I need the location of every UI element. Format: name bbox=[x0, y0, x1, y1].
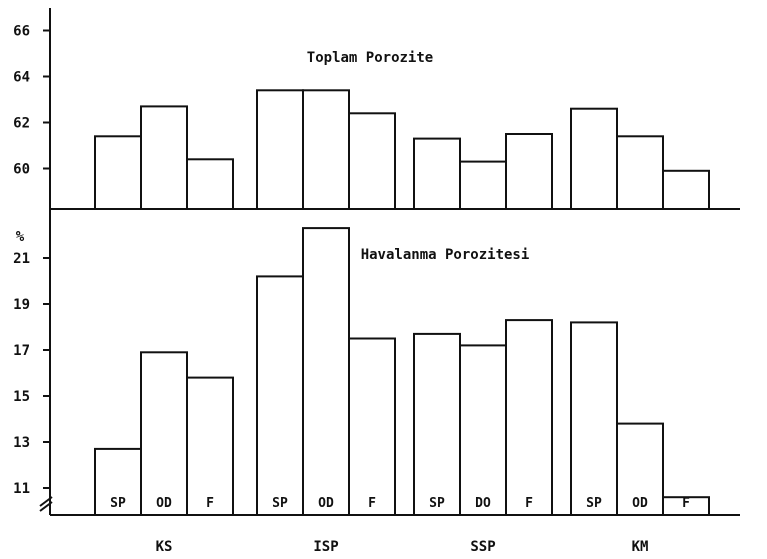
group-label: KS bbox=[156, 539, 173, 555]
top-bar bbox=[662, 169, 710, 211]
top-bar bbox=[348, 112, 396, 210]
top-bar bbox=[256, 89, 304, 210]
bottom-bar bbox=[140, 351, 188, 516]
group-label: SSP bbox=[470, 539, 495, 555]
bottom-bar-label: SP bbox=[429, 496, 445, 511]
group-label: KM bbox=[632, 539, 649, 555]
bottom-panel: 11 13 15 17 19 21 SP OD F SP OD F SP DO F SP OD F bbox=[13, 227, 710, 517]
bottom-bar bbox=[662, 496, 710, 517]
bottom-chart-ylabel: % bbox=[16, 229, 25, 245]
top-bar bbox=[302, 89, 350, 210]
bottom-y-tick-label: 11 bbox=[13, 481, 30, 497]
top-y-tick-label: 60 bbox=[13, 162, 30, 178]
bottom-bar-label: SP bbox=[110, 496, 126, 511]
bottom-bar bbox=[186, 376, 234, 516]
top-bar bbox=[186, 158, 234, 211]
top-y-tick-label: 62 bbox=[13, 116, 30, 132]
top-panel: 60 62 64 66 bbox=[13, 24, 710, 211]
bottom-y-tick-label: 13 bbox=[13, 435, 30, 451]
bottom-bar bbox=[302, 227, 350, 516]
top-y-tick-label: 64 bbox=[13, 70, 30, 86]
bottom-bar bbox=[256, 275, 304, 516]
bottom-y-tick-label: 17 bbox=[13, 343, 30, 359]
top-bar bbox=[505, 133, 553, 210]
top-bar bbox=[140, 105, 188, 210]
bottom-bar-label: OD bbox=[318, 496, 334, 511]
bottom-y-tick-label: 15 bbox=[13, 389, 30, 405]
bottom-bar bbox=[616, 422, 664, 517]
group-labels: KS ISP SSP KM bbox=[156, 539, 649, 555]
bottom-bar-label: SP bbox=[272, 496, 288, 511]
bottom-bar bbox=[413, 332, 461, 516]
bottom-bar-label: SP bbox=[586, 496, 602, 511]
bottom-bar-label: OD bbox=[156, 496, 172, 511]
top-chart-title: Toplam Porozite bbox=[307, 50, 433, 66]
bottom-bar-label: OD bbox=[632, 496, 648, 511]
bottom-bar-label: F bbox=[206, 496, 214, 511]
bottom-bar bbox=[505, 319, 553, 516]
bottom-bar-label: DO bbox=[475, 496, 491, 511]
top-bar bbox=[570, 107, 618, 210]
bottom-bar-label: F bbox=[682, 496, 690, 511]
bottom-chart-title: Havalanma Porozitesi bbox=[361, 247, 530, 263]
top-bar bbox=[459, 160, 507, 211]
bottom-bar bbox=[570, 321, 618, 516]
bottom-y-tick-label: 19 bbox=[13, 297, 30, 313]
axis-break-mark bbox=[39, 501, 53, 512]
bottom-bar-label: F bbox=[368, 496, 376, 511]
bottom-y-tick-label: 21 bbox=[13, 251, 30, 267]
bottom-bar-label: F bbox=[525, 496, 533, 511]
top-bar bbox=[94, 135, 142, 210]
top-bar bbox=[413, 137, 461, 211]
bottom-bar bbox=[459, 344, 507, 516]
axis-break-mark bbox=[39, 496, 53, 507]
top-y-tick-label: 66 bbox=[13, 24, 30, 40]
group-label: ISP bbox=[313, 539, 338, 555]
bottom-bar bbox=[348, 337, 396, 516]
top-bar bbox=[616, 135, 664, 210]
